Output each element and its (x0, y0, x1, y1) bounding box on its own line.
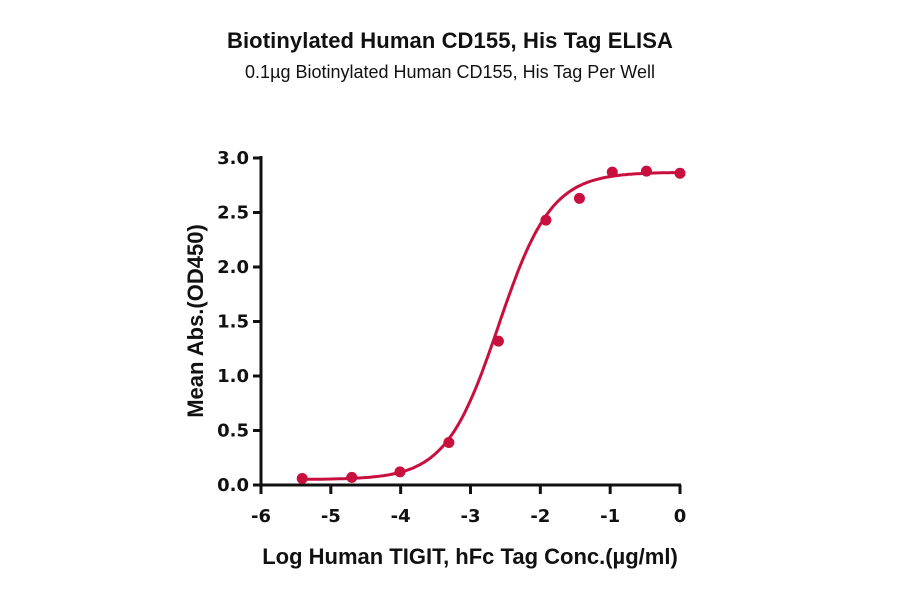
y-tick-label: 2.5 (217, 203, 249, 224)
data-point (674, 167, 686, 179)
data-point (573, 192, 585, 204)
data-point (540, 214, 552, 226)
x-tick-label: -1 (600, 506, 620, 527)
y-tick-label: 1.0 (217, 366, 249, 387)
data-points (296, 165, 686, 484)
chart-subtitle: 0.1µg Biotinylated Human CD155, His Tag … (245, 62, 655, 82)
chart-title: Biotinylated Human CD155, His Tag ELISA (226, 28, 674, 53)
x-tick-label: 0 (674, 506, 687, 527)
x-tick-label: -4 (391, 506, 411, 527)
x-tick-label: -3 (461, 506, 481, 527)
x-tick-label: -2 (530, 506, 550, 527)
y-axis-label: Mean Abs.(OD450) (183, 224, 208, 418)
x-tick-label: -5 (321, 506, 341, 527)
data-point (346, 471, 358, 483)
data-point (492, 335, 504, 347)
x-axis-label: Log Human TIGIT, hFc Tag Conc.(µg/ml) (262, 544, 678, 569)
y-tick-label: 0.5 (217, 421, 249, 442)
y-tick-label: 3.0 (217, 148, 249, 169)
y-tick-label: 2.0 (217, 257, 249, 278)
x-tick-label: -6 (251, 506, 271, 527)
axes: 0.0 0.5 1.0 1.5 2.0 2.5 3.0 -6 -5 -4 -3 -2 -1 0 (217, 148, 686, 527)
fit-curve (302, 171, 680, 481)
y-tick-label: 1.5 (217, 312, 249, 333)
y-tick-label: 0.0 (217, 475, 249, 496)
data-point (606, 166, 618, 178)
data-point (296, 472, 308, 484)
data-point (640, 165, 652, 177)
data-point (394, 466, 406, 478)
data-point (443, 436, 455, 448)
